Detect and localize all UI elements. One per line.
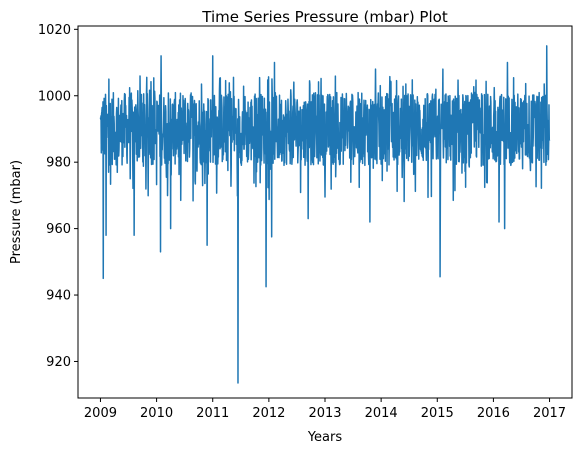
x-tick-label: 2014: [365, 406, 398, 421]
y-tick-label: 1000: [38, 89, 71, 104]
plot-area: [99, 45, 551, 384]
x-tick-label: 2017: [533, 406, 566, 421]
x-axis-ticks: 2009 2010 2011 2012 2013 2014 2015 2016 2017: [84, 398, 566, 421]
y-axis-label: Pressure (mbar): [9, 160, 24, 264]
x-axis-label: Years: [307, 430, 343, 445]
x-tick-label: 2009: [84, 406, 117, 421]
pressure-series-line: [99, 45, 551, 384]
x-tick-label: 2011: [196, 406, 229, 421]
y-tick-label: 980: [46, 156, 71, 171]
y-tick-label: 920: [46, 355, 71, 370]
y-tick-label: 940: [46, 289, 71, 304]
x-tick-label: 2015: [421, 406, 454, 421]
y-tick-label: 1020: [38, 23, 71, 38]
x-tick-label: 2012: [252, 406, 285, 421]
x-tick-label: 2013: [308, 406, 341, 421]
chart-title: Time Series Pressure (mbar) Plot: [201, 8, 448, 26]
plot-frame: [77, 25, 573, 399]
y-axis-ticks: 920 940 960 980 1000 1020: [38, 23, 78, 370]
y-tick-label: 960: [46, 222, 71, 237]
x-tick-label: 2010: [140, 406, 173, 421]
x-tick-label: 2016: [477, 406, 510, 421]
